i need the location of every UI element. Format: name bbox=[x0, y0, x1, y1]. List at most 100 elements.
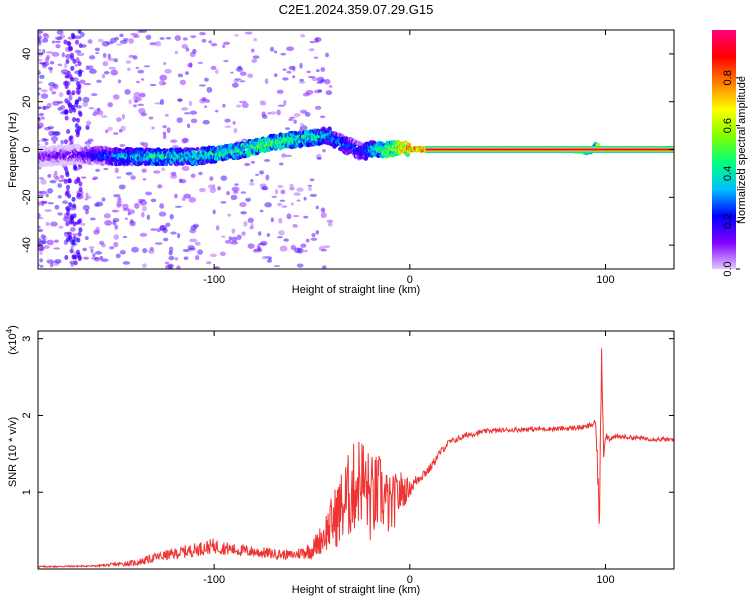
heatmap-cell bbox=[290, 202, 294, 206]
heatmap-cell bbox=[64, 115, 69, 121]
heatmap-cell bbox=[273, 264, 281, 268]
heatmap-cell bbox=[119, 33, 124, 38]
heatmap-cell bbox=[132, 104, 137, 108]
heatmap-cell bbox=[250, 179, 254, 183]
heatmap-cell bbox=[141, 211, 145, 218]
heatmap-cell bbox=[192, 223, 200, 228]
heatmap-cell bbox=[93, 257, 101, 262]
heatmap-cell bbox=[64, 255, 69, 261]
heatmap-cell bbox=[201, 38, 207, 43]
heatmap-cell bbox=[234, 33, 239, 37]
figure-title: C2E1.2024.359.07.29.G15 bbox=[279, 2, 434, 17]
heatmap-cell bbox=[263, 159, 271, 162]
heatmap-cell bbox=[300, 109, 308, 114]
heatmap-cell bbox=[89, 217, 96, 221]
heatmap-cell bbox=[148, 249, 155, 254]
heatmap-cell bbox=[38, 117, 41, 123]
heatmap-cell bbox=[289, 116, 296, 119]
snr-x-ticks: -100 0 100 bbox=[203, 331, 615, 586]
heatmap-cell bbox=[57, 212, 63, 216]
heatmap-cell bbox=[60, 174, 64, 179]
heatmap-cell bbox=[50, 221, 58, 227]
heatmap-cell bbox=[208, 40, 212, 44]
heatmap-cell bbox=[82, 101, 89, 108]
heatmap-cell bbox=[292, 65, 296, 72]
heatmap-cell bbox=[38, 225, 41, 229]
heatmap-cell bbox=[201, 97, 207, 102]
heatmap-cell bbox=[41, 89, 48, 93]
heatmap-cell bbox=[303, 249, 308, 253]
heatmap-cell bbox=[300, 122, 305, 126]
heatmap-cell bbox=[112, 209, 117, 213]
heatmap-cell bbox=[168, 256, 175, 261]
heatmap-cell bbox=[239, 202, 247, 208]
heatmap-cell bbox=[148, 116, 154, 120]
heatmap-cell bbox=[77, 110, 82, 116]
heatmap-cell bbox=[68, 108, 73, 114]
heatmap-cell bbox=[101, 40, 110, 47]
heatmap-cell bbox=[45, 221, 50, 227]
colorbar-tick-label: 0.6 bbox=[722, 118, 734, 133]
heatmap-cell bbox=[95, 226, 100, 233]
heatmap-cell bbox=[68, 219, 73, 225]
snr-scale-factor: (x104) bbox=[5, 325, 19, 355]
heatmap-cell bbox=[76, 252, 81, 258]
heatmap-cell bbox=[238, 100, 247, 104]
heatmap-cell bbox=[186, 123, 191, 129]
heatmap-cell bbox=[116, 117, 122, 122]
heatmap-cell bbox=[43, 33, 50, 40]
heatmap-cell bbox=[40, 116, 45, 120]
heatmap-cell bbox=[42, 49, 46, 54]
heatmap-cell bbox=[321, 265, 327, 269]
heatmap-cell bbox=[74, 99, 79, 105]
heatmap-cell bbox=[316, 81, 324, 84]
heatmap-cell bbox=[129, 219, 134, 224]
heatmap-cell bbox=[292, 214, 300, 218]
heatmap-cell bbox=[320, 67, 326, 73]
heatmap-cell bbox=[164, 68, 172, 74]
heatmap-cell bbox=[210, 65, 217, 71]
heatmap-cell bbox=[137, 69, 145, 74]
heatmap-cell bbox=[264, 78, 269, 85]
y-tick-label: 1 bbox=[21, 489, 33, 495]
y-tick-label: 2 bbox=[21, 412, 33, 418]
heatmap-cell bbox=[88, 68, 97, 74]
heatmap-cell bbox=[47, 66, 53, 71]
heatmap-cell bbox=[162, 237, 169, 242]
heatmap-cell bbox=[113, 194, 121, 198]
heatmap-cell bbox=[38, 201, 43, 206]
heatmap-cell bbox=[75, 39, 80, 45]
y-tick-label: -40 bbox=[21, 237, 33, 253]
heatmap-cell bbox=[168, 250, 173, 256]
heatmap-cell bbox=[94, 251, 103, 255]
heatmap-cell bbox=[95, 52, 100, 55]
heatmap-cell bbox=[296, 187, 304, 192]
heatmap-cell bbox=[72, 107, 77, 113]
heatmap-cell bbox=[78, 43, 83, 49]
colorbar-tick-label: 0.8 bbox=[722, 70, 734, 85]
heatmap-cell bbox=[217, 186, 222, 191]
heatmap-cell bbox=[76, 117, 81, 123]
heatmap-cell bbox=[54, 170, 58, 175]
heatmap-cell bbox=[115, 253, 121, 259]
heatmap-cell bbox=[270, 217, 274, 223]
heatmap-cell bbox=[190, 173, 196, 179]
heatmap-cell bbox=[277, 202, 283, 207]
heatmap-cell bbox=[100, 115, 108, 118]
heatmap-cell bbox=[162, 133, 167, 140]
heatmap-cell bbox=[67, 235, 72, 241]
heatmap-cell bbox=[225, 239, 232, 244]
heatmap-cell bbox=[74, 49, 82, 54]
heatmap-cell bbox=[136, 80, 140, 84]
heatmap-cell bbox=[155, 40, 162, 47]
heatmap-cell bbox=[241, 138, 248, 142]
heatmap-cell bbox=[162, 82, 167, 85]
heatmap-cell bbox=[183, 256, 189, 261]
heatmap-cell bbox=[280, 52, 287, 56]
heatmap-cell bbox=[154, 242, 163, 245]
heatmap-cell bbox=[123, 37, 129, 42]
heatmap-cell bbox=[119, 143, 126, 147]
heatmap-cell bbox=[197, 249, 203, 255]
heatmap-cell bbox=[307, 75, 316, 79]
heatmap-cell bbox=[279, 199, 286, 202]
